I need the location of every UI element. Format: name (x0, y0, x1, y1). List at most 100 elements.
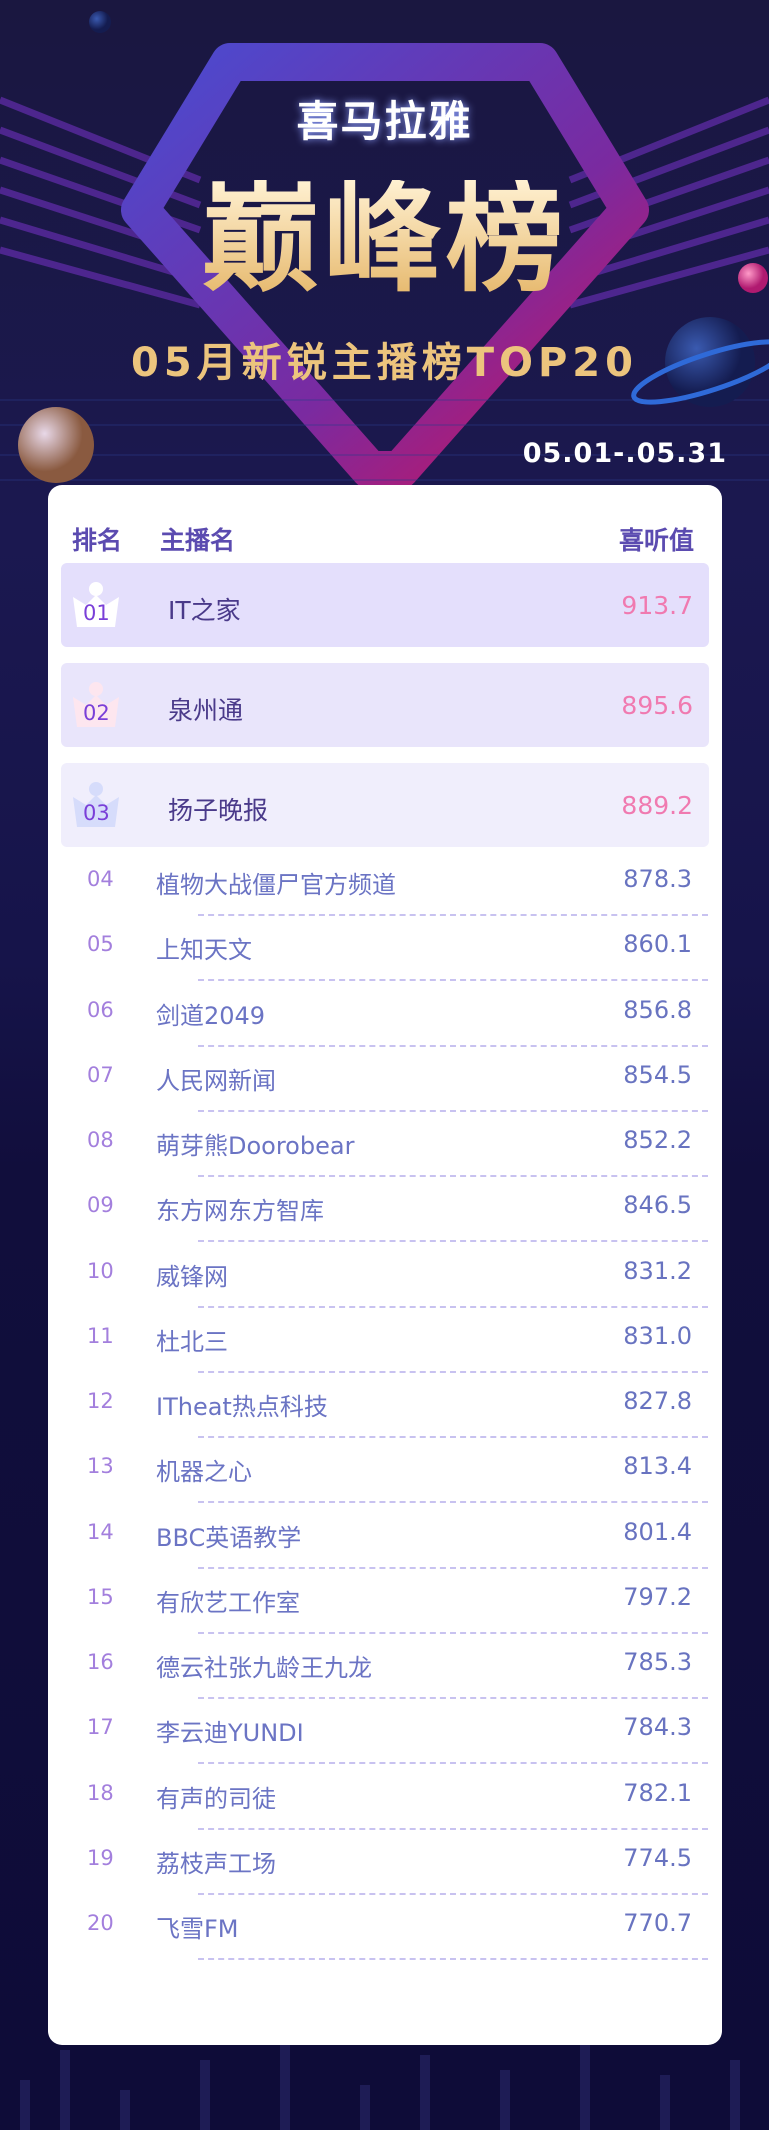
score-value: 889.2 (621, 791, 693, 820)
score-value: 801.4 (623, 1517, 692, 1546)
rank-number: 08 (87, 1128, 114, 1152)
rank-number: 20 (87, 1911, 114, 1935)
crown-icon (73, 582, 119, 627)
sound-bars (20, 2040, 740, 2130)
table-row[interactable]: 07 人民网新闻 854.5 (48, 1047, 722, 1112)
row-divider (198, 1958, 708, 1960)
date-range: 05.01-.05.31 (522, 438, 727, 469)
rank-number: 16 (87, 1650, 114, 1674)
table-row[interactable]: 02 泉州通 895.6 (61, 663, 709, 747)
anchor-name: 机器之心 (156, 1458, 252, 1487)
table-row[interactable]: 09 东方网东方智库 846.5 (48, 1177, 722, 1243)
table-row[interactable]: 19 荔枝声工场 774.5 (48, 1830, 722, 1895)
score-value: 895.6 (621, 691, 693, 720)
rank-number: 13 (87, 1454, 114, 1479)
crown-icon (73, 782, 119, 827)
brand-logo: 喜马拉雅 (296, 97, 473, 146)
rank-number: 18 (87, 1780, 114, 1805)
table-row[interactable]: 18 有声的司徒 782.1 (48, 1765, 722, 1830)
rank-number: 10 (87, 1258, 114, 1283)
row-divider (198, 1762, 708, 1765)
table-row[interactable]: 10 威锋网 831.2 (48, 1243, 722, 1308)
score-value: 784.3 (623, 1713, 692, 1742)
score-value: 813.4 (623, 1452, 692, 1481)
score-value: 831.0 (623, 1321, 692, 1350)
anchor-name: 李云迪YUNDI (156, 1719, 304, 1748)
row-divider (198, 1697, 708, 1699)
score-value: 774.5 (623, 1843, 692, 1872)
rank-number: 06 (87, 997, 114, 1022)
row-divider (198, 1631, 708, 1634)
score-value: 827.8 (623, 1387, 692, 1415)
table-row[interactable]: 06 剑道2049 856.8 (48, 982, 722, 1047)
rank-number: 07 (87, 1062, 114, 1087)
planet-ringed (631, 317, 769, 407)
score-value: 852.2 (623, 1126, 692, 1154)
anchor-name: 德云社张九龄王九龙 (156, 1654, 372, 1682)
table-row[interactable]: 08 萌芽熊Doorobear 852.2 (48, 1112, 722, 1177)
anchor-name: 泉州通 (168, 696, 244, 725)
anchor-name: 威锋网 (156, 1262, 228, 1291)
score-value: 831.2 (623, 1256, 692, 1285)
rank-number: 15 (87, 1584, 114, 1609)
page-subtitle: 05月新锐主播榜TOP20 (131, 340, 638, 386)
table-row[interactable]: 14 BBC英语教学 801.4 (48, 1504, 722, 1569)
row-divider (198, 1305, 708, 1308)
score-value: 854.5 (623, 1060, 692, 1089)
table-row[interactable]: 16 德云社张九龄王九龙 785.3 (48, 1634, 722, 1699)
table-row[interactable]: 04 植物大战僵尸官方频道 878.3 (48, 851, 722, 916)
rank-number: 04 (87, 867, 114, 891)
score-value: 782.1 (623, 1778, 692, 1807)
anchor-name: 有欣艺工作室 (156, 1588, 300, 1617)
score-value: 860.1 (623, 930, 692, 959)
rank-number: 01 (83, 601, 110, 625)
row-divider (198, 1892, 708, 1895)
table-row[interactable]: 11 杜北三 831.0 (48, 1308, 722, 1373)
score-value: 913.7 (621, 591, 693, 620)
row-divider (198, 1044, 708, 1047)
rank-number: 02 (83, 701, 110, 725)
table-row[interactable]: 17 李云迪YUNDI 784.3 (48, 1699, 722, 1765)
planet-pink (738, 263, 768, 293)
row-divider (198, 1370, 708, 1373)
table-row[interactable]: 03 扬子晚报 889.2 (61, 763, 709, 847)
score-value: 770.7 (623, 1909, 692, 1937)
header-name: 主播名 (160, 526, 236, 555)
anchor-name: 剑道2049 (156, 1001, 266, 1030)
anchor-name: 有声的司徒 (156, 1784, 276, 1813)
rank-number: 19 (87, 1845, 114, 1870)
rank-number: 03 (83, 801, 110, 825)
score-value: 856.8 (623, 995, 692, 1024)
rank-number: 05 (87, 932, 114, 957)
anchor-name: ITheat热点科技 (156, 1393, 328, 1421)
table-row[interactable]: 20 飞雪FM 770.7 (48, 1895, 722, 1960)
hexagon-frame (121, 43, 649, 489)
row-divider (198, 914, 708, 916)
anchor-name: 东方网东方智库 (156, 1197, 324, 1226)
planet-blue-small (89, 11, 111, 33)
rank-number: 12 (87, 1389, 114, 1413)
row-divider (198, 1566, 708, 1569)
score-value: 846.5 (623, 1191, 692, 1220)
anchor-name: 荔枝声工场 (156, 1849, 276, 1878)
rank-number: 09 (87, 1193, 114, 1218)
crown-icon (73, 682, 119, 727)
anchor-name: 飞雪FM (156, 1915, 239, 1943)
header-rank: 排名 (72, 526, 123, 555)
row-divider (198, 1109, 708, 1112)
table-row[interactable]: 13 机器之心 813.4 (48, 1438, 722, 1504)
row-divider (198, 979, 708, 982)
rank-number: 17 (87, 1715, 114, 1740)
score-value: 797.2 (623, 1582, 692, 1611)
table-row[interactable]: 12 ITheat热点科技 827.8 (48, 1373, 722, 1438)
header-score: 喜听值 (618, 526, 694, 555)
ranking-card: 排名 主播名 喜听值 01 IT之家 913.7 02 泉州通 895.6 03… (48, 485, 722, 2045)
anchor-name: 植物大战僵尸官方频道 (156, 871, 396, 899)
rank-number: 11 (87, 1323, 114, 1348)
table-row[interactable]: 05 上知天文 860.1 (48, 916, 722, 982)
table-row[interactable]: 15 有欣艺工作室 797.2 (48, 1569, 722, 1634)
table-row[interactable]: 01 IT之家 913.7 (61, 563, 709, 647)
score-value: 878.3 (623, 865, 692, 893)
row-divider (198, 1827, 708, 1830)
